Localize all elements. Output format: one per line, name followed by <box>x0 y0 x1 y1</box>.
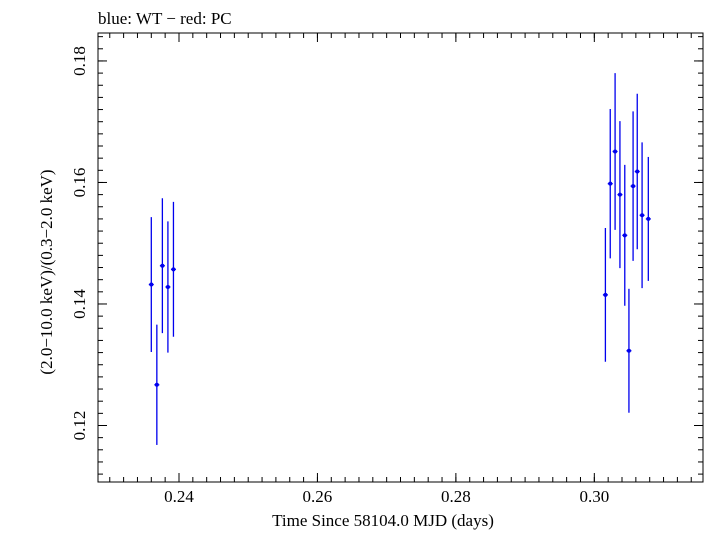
plot-frame <box>97 32 704 483</box>
data-point <box>159 198 165 334</box>
data-point <box>607 108 613 259</box>
point-marker <box>603 292 608 297</box>
point-marker <box>635 169 640 174</box>
point-marker <box>165 284 170 289</box>
axis-ticks <box>98 33 703 482</box>
y-tick-label: 0.12 <box>70 411 89 441</box>
data-point <box>602 228 608 362</box>
point-marker <box>149 282 154 287</box>
data-points <box>148 73 651 445</box>
data-point <box>630 111 636 261</box>
x-tick-label: 0.24 <box>164 487 194 506</box>
x-axis-label: Time Since 58104.0 MJD (days) <box>272 511 494 530</box>
point-marker <box>171 267 176 272</box>
x-tick-label: 0.28 <box>441 487 471 506</box>
data-point <box>170 201 176 337</box>
point-marker <box>608 181 613 186</box>
point-marker <box>613 149 618 154</box>
point-marker <box>640 213 645 218</box>
data-point <box>639 142 645 289</box>
point-marker <box>154 382 159 387</box>
chart-title: blue: WT − red: PC <box>98 9 232 28</box>
data-point <box>165 221 171 353</box>
point-marker <box>617 192 622 197</box>
data-point <box>154 324 160 445</box>
point-marker <box>631 184 636 189</box>
point-marker <box>160 263 165 268</box>
point-marker <box>646 216 651 221</box>
data-point <box>622 164 628 306</box>
y-tick-labels: 0.12 0.14 0.16 0.18 <box>70 46 89 440</box>
y-tick-label: 0.18 <box>70 46 89 76</box>
x-tick-label: 0.26 <box>303 487 333 506</box>
point-marker <box>626 348 631 353</box>
y-tick-label: 0.14 <box>70 289 89 319</box>
data-point <box>617 121 623 269</box>
y-axis-label: (2.0−10.0 keV)/(0.3−2.0 keV) <box>37 169 56 374</box>
data-point <box>626 288 632 413</box>
y-tick-label: 0.16 <box>70 168 89 198</box>
x-tick-labels: 0.24 0.26 0.28 0.30 <box>164 487 609 506</box>
data-point <box>634 93 640 250</box>
x-tick-label: 0.30 <box>579 487 609 506</box>
point-marker <box>622 233 627 238</box>
data-point <box>148 217 154 352</box>
data-point <box>645 156 651 281</box>
data-point <box>612 73 618 230</box>
